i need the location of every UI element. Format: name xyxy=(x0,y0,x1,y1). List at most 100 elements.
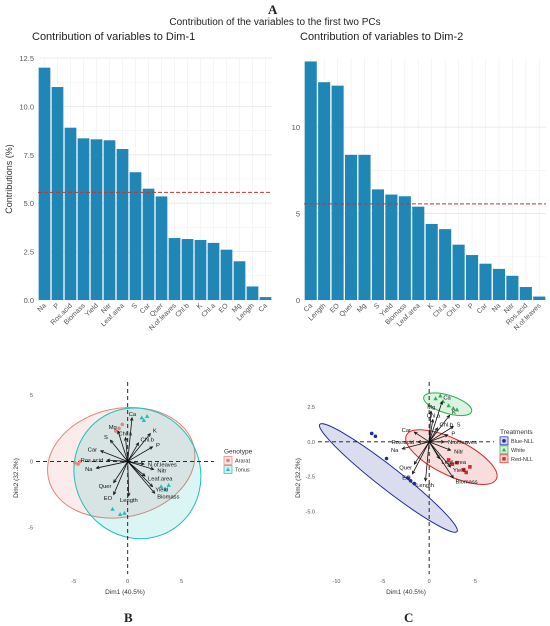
treat-point xyxy=(408,478,413,483)
dim1-bar xyxy=(142,188,155,300)
geno-point xyxy=(166,482,171,487)
dim1-xtick-label: Chl.b xyxy=(174,302,191,319)
geno-vector-label: Quer xyxy=(99,484,112,490)
dim1-ytick-label: 0.0 xyxy=(24,296,34,305)
treat-vector-head xyxy=(439,400,443,405)
geno-vector-head xyxy=(130,416,134,421)
geno-vector xyxy=(127,461,153,487)
geno-vector-label: Nitr xyxy=(157,469,166,475)
treat-xtick-label: -10 xyxy=(333,579,341,585)
treat-vector-label: S xyxy=(457,422,461,428)
dim2-xtick-label: Na xyxy=(491,302,502,313)
dim1-bar xyxy=(64,127,77,300)
treat-vector xyxy=(428,441,451,468)
geno-point xyxy=(110,506,115,511)
dim1-bar xyxy=(220,249,233,300)
treat-point xyxy=(384,456,389,461)
geno-point xyxy=(122,510,127,515)
geno-vector xyxy=(125,437,129,462)
dim1-ytick-label: 2.5 xyxy=(24,248,34,257)
dim2-ytick-label: 10 xyxy=(292,123,300,132)
dim1-ytick-label: 7.5 xyxy=(24,151,34,160)
dim2-xtick-label: Chl.b xyxy=(446,302,463,319)
geno-vector-label: N.of.leaves xyxy=(148,463,177,469)
treat-ylabel: Dim2 (32.2%) xyxy=(295,458,302,498)
treat-point xyxy=(438,393,443,398)
dim1-bar xyxy=(51,87,64,300)
panel-b-letter: B xyxy=(124,610,133,625)
treat-vector xyxy=(428,419,434,442)
dim2-xtick-label: K xyxy=(427,302,435,310)
geno-vector xyxy=(127,461,130,496)
dim1-xtick-label: Na xyxy=(37,302,48,313)
treat-vector-head xyxy=(447,447,452,451)
dim1-xtick-label: Chl.a xyxy=(200,302,217,319)
geno-ytick-label: 0 xyxy=(30,459,33,465)
treat-vector xyxy=(425,441,430,481)
geno-vector-head xyxy=(95,465,100,470)
dim2-ytick-label: 0 xyxy=(296,296,300,305)
geno-point xyxy=(141,418,147,422)
dim1-xtick-label: Mg xyxy=(231,302,243,314)
dim2-bar xyxy=(331,85,344,301)
dim1-ytick-label: 12.5 xyxy=(19,54,34,63)
treat-vector xyxy=(428,415,450,443)
geno-vector-head xyxy=(113,491,117,496)
geno-point xyxy=(120,422,125,427)
geno-vector-label: Chl.b xyxy=(140,437,154,443)
dim2-xtick-label: Ca xyxy=(303,302,314,313)
treat-vector-head xyxy=(447,463,452,468)
dim2-bar xyxy=(304,61,317,301)
treat-point xyxy=(412,481,417,486)
treat-legend-marker xyxy=(502,457,506,461)
treat-xtick-label: 5 xyxy=(474,579,477,585)
treat-ytick-label: -5.0 xyxy=(306,509,315,515)
treat-legend-marker xyxy=(502,439,506,443)
dim1-xtick-label: Ca xyxy=(258,302,269,313)
geno-vector xyxy=(127,446,153,462)
geno-vector-label: Chl.a xyxy=(118,432,132,438)
dim1-xtick-label: K xyxy=(196,302,204,310)
geno-vector-label: Ros.acid xyxy=(81,458,104,464)
geno-legend-marker xyxy=(226,458,230,463)
dim1-ytick-label: 5.0 xyxy=(24,199,34,208)
geno-vector-head xyxy=(149,446,154,450)
geno-point xyxy=(73,460,77,465)
treat-vector xyxy=(428,401,443,442)
treat-vector-label: Ros.acid xyxy=(391,440,414,446)
treat-point xyxy=(369,431,374,436)
geno-vector-head xyxy=(106,458,111,463)
geno-vector xyxy=(96,461,128,469)
treat-point xyxy=(450,462,455,466)
geno-vector xyxy=(113,461,129,495)
dim1-contribution-chart: 0.02.55.07.510.012.5Na PRos.acidBiomassYi… xyxy=(4,54,272,332)
treat-vector-label: Leaf.area xyxy=(441,460,466,466)
dim1-bar xyxy=(129,172,142,300)
dim1-bar xyxy=(90,139,103,300)
geno-vector xyxy=(127,417,133,462)
geno-vector xyxy=(127,461,155,494)
dim2-bar xyxy=(385,194,398,300)
treat-ytick-label: -2.5 xyxy=(306,475,315,481)
treat-ellipse-0 xyxy=(318,423,458,533)
geno-vector-head xyxy=(124,436,128,441)
treat-point xyxy=(406,476,410,480)
treat-legend-title: Treatments xyxy=(500,429,533,436)
treat-point xyxy=(446,458,451,462)
geno-vector-head xyxy=(150,466,155,471)
dim2-xtick-label: Quer xyxy=(339,302,355,318)
dim1-bar xyxy=(116,148,129,300)
dim2-ytick-label: 5 xyxy=(296,210,300,219)
geno-vector-head xyxy=(126,492,131,497)
dim1-bar xyxy=(233,261,246,300)
treat-vector-head xyxy=(434,427,438,432)
treatment-biplot: -10 -5 0 5 2.5 0.0 -2.5 -5.0 Ca Mg Chl.a Chl.b KSP Ca… xyxy=(295,382,534,596)
treat-vector xyxy=(402,441,430,450)
dim1-bar xyxy=(38,67,51,301)
treat-vector xyxy=(428,441,454,479)
treat-vector-head xyxy=(430,418,435,423)
treat-vector-head xyxy=(440,440,445,444)
dim2-bar xyxy=(412,206,425,300)
treat-vector-head xyxy=(423,477,428,482)
